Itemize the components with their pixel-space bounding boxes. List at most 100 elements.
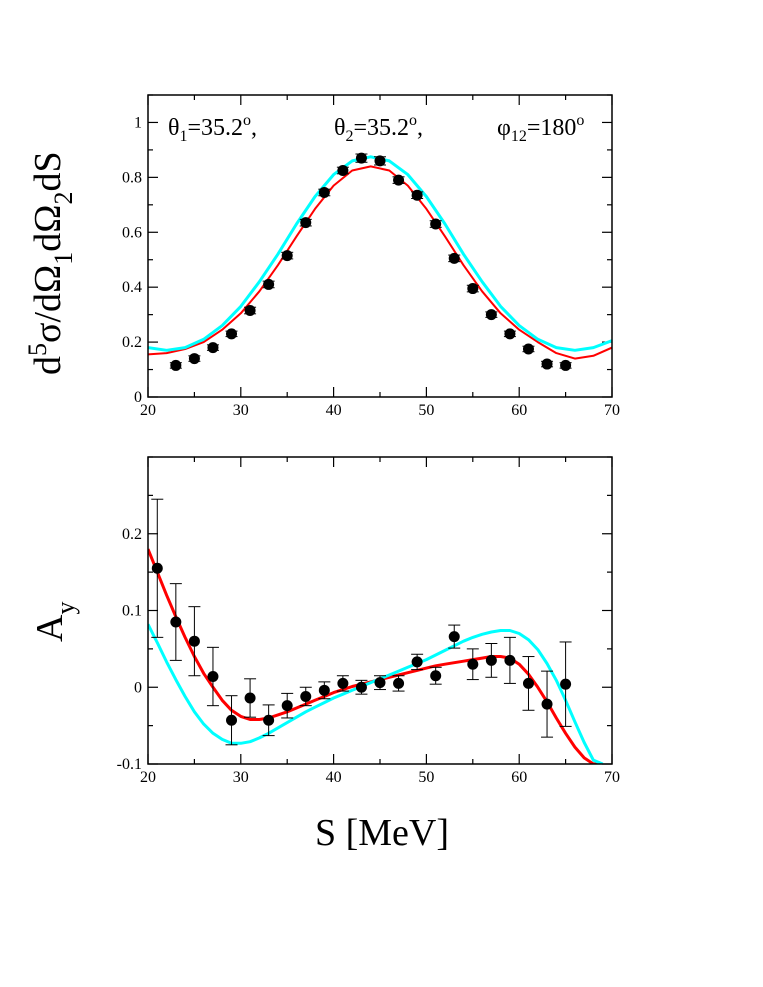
point-marker: [430, 218, 442, 230]
x-tick-label: 60: [511, 769, 527, 786]
x-tick-label: 40: [326, 769, 342, 786]
data-point: [299, 686, 312, 707]
point-marker: [560, 678, 572, 690]
x-tick-label: 20: [140, 402, 156, 419]
y-tick-label: 0.2: [122, 526, 142, 543]
data-point: [466, 648, 479, 681]
data-point: [225, 695, 238, 746]
data-point: [541, 670, 554, 738]
point-marker: [188, 635, 200, 647]
ylabel-d: d: [27, 356, 69, 375]
y-tick-label: 0.6: [122, 224, 142, 241]
point-marker: [411, 656, 423, 668]
point-marker: [504, 328, 516, 340]
data-point: [503, 636, 516, 684]
phi12-sup: o: [576, 112, 584, 129]
point-marker: [207, 671, 219, 683]
bottom-tick-labels: 20 30 40 50 60 70 -0.1 0 0.1 0.2: [117, 526, 620, 786]
data-point: [392, 174, 405, 186]
point-marker: [522, 677, 534, 689]
data-point: [262, 704, 275, 737]
data-point: [318, 186, 331, 198]
data-point: [336, 675, 349, 692]
theta2-symbol: θ: [334, 115, 346, 141]
data-point: [522, 343, 535, 355]
theta2-sub: 2: [346, 128, 354, 145]
point-marker: [504, 654, 516, 666]
data-point: [355, 152, 368, 164]
data-point: [485, 643, 498, 678]
point-marker: [281, 700, 293, 712]
bottom-curves: [148, 548, 604, 764]
point-marker: [485, 654, 497, 666]
theta1-sup: o: [243, 112, 251, 129]
point-marker: [337, 677, 349, 689]
point-marker: [300, 217, 312, 229]
theta2-annotation: θ2=35.2o,: [334, 112, 423, 145]
data-point: [466, 283, 479, 295]
point-marker: [355, 152, 367, 164]
point-marker: [170, 359, 182, 371]
top-data-points: [169, 152, 572, 371]
phi12-annotation: φ12=180o: [497, 112, 584, 145]
ylabel-sup5: 5: [23, 343, 52, 356]
data-point: [225, 328, 238, 340]
data-point: [392, 675, 405, 692]
red-curve: [148, 165, 612, 360]
point-marker: [430, 670, 442, 682]
point-marker: [374, 677, 386, 689]
y-tick-label: 0.2: [122, 334, 142, 351]
bottom-y-axis-label: Ay: [29, 602, 80, 642]
data-point: [541, 358, 554, 370]
point-marker: [263, 714, 275, 726]
data-point: [281, 692, 294, 719]
data-point: [429, 666, 442, 685]
point-marker: [541, 358, 553, 370]
ylabel-end: dS: [27, 151, 69, 191]
point-marker: [170, 616, 182, 628]
data-point: [169, 359, 182, 371]
data-point: [503, 328, 516, 340]
y-tick-label: 0.1: [122, 603, 142, 620]
data-point: [206, 646, 219, 707]
theta2-value: =35.2: [354, 115, 410, 141]
point-marker: [244, 692, 256, 704]
data-point: [485, 309, 498, 321]
data-point: [429, 218, 442, 230]
theta1-tail: ,: [251, 115, 257, 141]
data-point: [151, 498, 164, 638]
point-marker: [448, 631, 460, 643]
top-curves: [148, 155, 612, 360]
bottom-plot-frame: [147, 456, 613, 765]
ylabel-sub2: 2: [49, 191, 78, 204]
point-marker: [226, 714, 238, 726]
x-tick-label: 20: [140, 769, 156, 786]
data-point: [448, 252, 461, 264]
data-point: [318, 681, 331, 700]
data-point: [244, 305, 257, 317]
point-marker: [188, 353, 200, 365]
bottom-data-points: [151, 498, 572, 746]
point-marker: [467, 658, 479, 670]
ylabel-sub1: 1: [49, 252, 78, 265]
x-tick-label: 70: [604, 769, 620, 786]
data-point: [355, 679, 368, 695]
data-point: [522, 656, 535, 711]
analyzing-power-panel: 20 30 40 50 60 70 -0.1 0 0.1 0.2 Ay S [MeV]: [29, 456, 620, 854]
point-marker: [207, 342, 219, 354]
red-curve: [148, 548, 603, 764]
point-marker: [226, 328, 238, 340]
top-y-axis-label: d5σ/dΩ1dΩ2dS: [23, 151, 78, 375]
bottom-axis-ticks: [147, 456, 613, 765]
data-point: [206, 342, 219, 354]
y-tick-label: 0: [134, 389, 142, 406]
phi12-symbol: φ: [497, 115, 511, 141]
top-plot-frame: [147, 94, 613, 398]
point-marker: [374, 155, 386, 167]
point-marker: [337, 165, 349, 176]
data-point: [448, 624, 461, 649]
data-point: [299, 217, 312, 229]
point-marker: [541, 698, 553, 710]
ay-sub: y: [51, 602, 80, 615]
